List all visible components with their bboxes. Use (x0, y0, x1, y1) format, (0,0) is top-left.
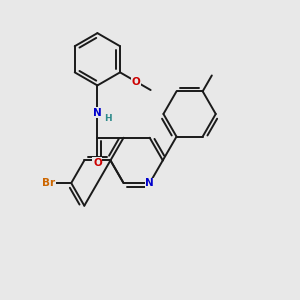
Text: H: H (104, 114, 112, 123)
Text: Br: Br (42, 178, 56, 188)
Text: N: N (145, 178, 154, 188)
Text: O: O (93, 158, 102, 168)
Text: N: N (93, 108, 102, 118)
Text: O: O (131, 76, 140, 86)
